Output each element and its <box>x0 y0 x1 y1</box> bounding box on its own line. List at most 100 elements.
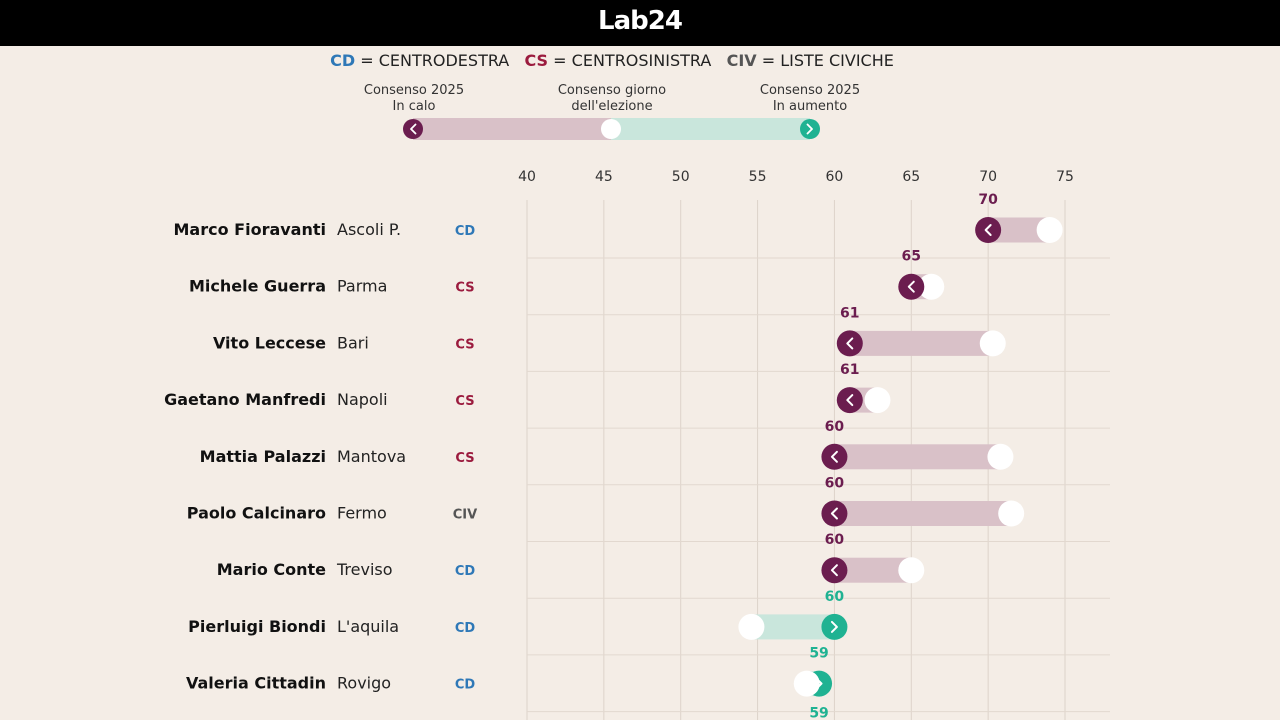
city-name: L'aquila <box>337 617 399 636</box>
current-marker <box>821 613 848 640</box>
election-marker <box>793 670 820 697</box>
value-label: 70 <box>978 192 998 208</box>
city-name: Mantova <box>337 447 406 466</box>
x-tick-label-40: 40 <box>518 169 536 185</box>
party-badge: CS <box>455 451 474 466</box>
candidate-name: Marco Fioravanti <box>174 220 327 239</box>
legend-cd-code: CD <box>330 51 356 70</box>
legend-right-line2: In aumento <box>772 99 848 114</box>
election-marker <box>998 500 1025 527</box>
chevron-right-icon <box>815 677 823 690</box>
candidate-name: Pierluigi Biondi <box>188 617 326 636</box>
x-tick-label-50: 50 <box>672 169 690 185</box>
value-label: 61 <box>840 305 859 321</box>
legend-civ-code: CIV <box>726 51 757 70</box>
legend-right-caption: Consenso 2025 In aumento <box>730 83 890 115</box>
legend-up-marker <box>800 119 820 139</box>
current-marker <box>898 273 925 300</box>
x-tick-label-70: 70 <box>979 169 997 185</box>
chevron-left-icon <box>830 450 838 463</box>
legend-down-bar <box>413 118 611 140</box>
city-name: Ascoli P. <box>337 220 401 239</box>
party-badge: CD <box>455 678 476 693</box>
party-badge: CD <box>455 564 476 579</box>
election-marker <box>979 330 1006 357</box>
legend-chevron-left-icon <box>410 123 417 135</box>
candidate-name: Valeria Cittadin <box>186 674 326 693</box>
city-name: Parma <box>337 277 387 296</box>
legend-mid-line1: Consenso giorno <box>557 83 667 98</box>
city-name: Napoli <box>337 390 388 409</box>
x-tick-label-45: 45 <box>595 169 613 185</box>
chevron-left-icon <box>846 394 854 407</box>
election-marker <box>987 443 1014 470</box>
legend-up-bar <box>611 118 810 140</box>
legend-down-marker <box>403 119 423 139</box>
x-tick-label-60: 60 <box>826 169 844 185</box>
candidate-name: Mattia Palazzi <box>200 447 326 466</box>
value-label: 60 <box>825 532 845 548</box>
legend-mid-line2: dell'elezione <box>571 99 653 114</box>
legend-cd-label: = CENTRODESTRA <box>360 51 510 70</box>
city-name: Fermo <box>337 504 387 523</box>
chevron-left-icon <box>830 564 838 577</box>
party-badge: CS <box>455 281 474 296</box>
current-marker <box>821 557 848 584</box>
election-marker <box>898 557 925 584</box>
candidate-name: Vito Leccese <box>213 333 326 352</box>
legend-left-caption: Consenso 2025 In calo <box>334 83 494 115</box>
chevron-left-icon <box>984 224 992 236</box>
lab24-logo: Lab24 <box>598 6 683 36</box>
city-name: Rovigo <box>337 674 391 693</box>
value-label: 60 <box>825 419 845 435</box>
party-badge: CD <box>455 621 476 636</box>
election-marker <box>864 387 891 414</box>
candidate-name: Michele Guerra <box>189 277 326 296</box>
current-marker <box>836 387 863 414</box>
legend-cs-code: CS <box>524 51 549 70</box>
current-marker <box>821 443 848 470</box>
legend-cs-label: = CENTROSINISTRA <box>553 51 712 70</box>
x-tick-label-55: 55 <box>749 169 767 185</box>
legend-right-line1: Consenso 2025 <box>759 83 861 98</box>
legend-left-line2: In calo <box>392 99 436 114</box>
chevron-left-icon <box>907 280 915 293</box>
legend-civ-label: = LISTE CIVICHE <box>761 51 894 70</box>
value-label: 60 <box>825 589 845 605</box>
current-marker <box>836 330 863 357</box>
election-marker <box>738 613 765 640</box>
legend-chevron-right-icon <box>806 123 813 135</box>
legend-left-line1: Consenso 2025 <box>363 83 465 98</box>
chevron-left-icon <box>846 337 854 350</box>
party-badge: CS <box>455 394 474 409</box>
x-tick-label-65: 65 <box>902 169 920 185</box>
chevron-left-icon <box>830 507 838 520</box>
range-bar <box>849 330 993 356</box>
value-label: 59 <box>809 646 828 662</box>
candidate-name: Paolo Calcinaro <box>187 504 326 523</box>
candidate-name: Mario Conte <box>217 560 326 579</box>
value-label: 60 <box>825 476 845 492</box>
value-label: 61 <box>840 362 859 378</box>
range-bar <box>751 614 835 640</box>
legend-election-marker <box>601 119 621 139</box>
range-bar <box>834 444 1001 470</box>
current-marker <box>821 500 848 527</box>
party-legend: CD = CENTRODESTRA CS = CENTROSINISTRA CI… <box>0 51 1224 70</box>
city-name: Bari <box>337 333 369 352</box>
x-tick-label-75: 75 <box>1056 169 1074 185</box>
election-marker <box>918 273 945 300</box>
range-bar <box>834 501 1012 526</box>
candidate-name: Gaetano Manfredi <box>164 390 326 409</box>
legend-mid-caption: Consenso giorno dell'elezione <box>532 83 692 115</box>
election-marker <box>1036 217 1063 243</box>
chevron-right-icon <box>830 620 838 633</box>
top-bar: Lab24 <box>0 0 1280 46</box>
party-badge: CIV <box>453 508 477 523</box>
party-badge: CD <box>455 224 476 239</box>
current-marker <box>975 217 1002 243</box>
value-label: 65 <box>902 249 921 265</box>
party-badge: CS <box>455 337 474 352</box>
city-name: Treviso <box>336 560 393 579</box>
